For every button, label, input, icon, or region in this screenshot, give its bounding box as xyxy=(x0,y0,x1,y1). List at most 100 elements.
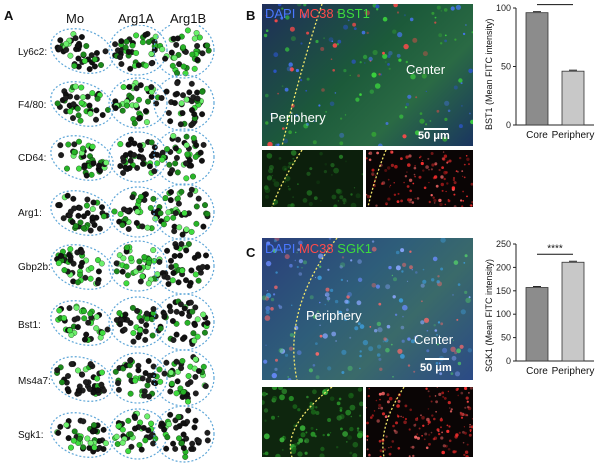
cell-speck xyxy=(312,140,317,145)
cell-speck xyxy=(368,56,373,62)
cell-speck xyxy=(306,77,310,81)
cell-speck xyxy=(456,170,459,173)
cell-point xyxy=(114,441,121,447)
cell-point xyxy=(186,157,193,164)
bst1-y-tick-label: 50 xyxy=(501,62,511,72)
cluster-outline xyxy=(50,300,114,346)
cell-speck xyxy=(263,33,268,38)
cell-speck xyxy=(388,265,392,270)
cell-speck xyxy=(411,445,415,449)
cell-point xyxy=(88,52,95,59)
cell-speck xyxy=(358,401,363,407)
cell-point xyxy=(168,189,174,195)
cell-point xyxy=(119,107,126,114)
cell-speck xyxy=(299,425,306,431)
cell-point xyxy=(144,413,151,420)
cell-speck xyxy=(409,408,412,412)
cell-point xyxy=(180,92,186,99)
cell-speck xyxy=(407,94,412,99)
cluster-outline xyxy=(153,183,215,241)
cell-speck xyxy=(372,49,378,56)
cell-speck xyxy=(304,440,307,443)
cell-speck xyxy=(362,54,368,60)
bst1-x-tick-label-core: Core xyxy=(526,130,548,141)
cell-speck xyxy=(361,30,366,35)
cell-point xyxy=(122,44,129,51)
cell-speck xyxy=(366,31,369,35)
cell-speck xyxy=(426,417,430,422)
cell-point xyxy=(139,223,146,230)
cell-speck xyxy=(440,322,444,326)
bst1-x-tick-label-periphery: Periphery xyxy=(552,130,595,141)
cell-speck xyxy=(374,329,378,333)
cell-speck xyxy=(336,401,341,406)
cell-speck xyxy=(466,443,469,446)
cell-point xyxy=(75,367,81,374)
cell-speck xyxy=(366,435,369,438)
cell-point xyxy=(117,211,124,217)
cell-speck xyxy=(280,16,284,20)
cell-speck xyxy=(278,304,281,307)
cell-speck xyxy=(436,109,440,113)
cell-point xyxy=(124,244,130,251)
umap-row-3 xyxy=(50,183,215,241)
cell-point xyxy=(74,315,81,322)
sgk1-green-texture xyxy=(262,387,363,457)
cell-point xyxy=(203,252,209,259)
cell-speck xyxy=(279,116,281,118)
cell-speck xyxy=(374,174,377,177)
cell-point xyxy=(138,318,145,324)
cell-speck xyxy=(440,175,444,179)
cell-point xyxy=(192,322,198,328)
cell-point xyxy=(170,214,177,221)
cell-point xyxy=(80,418,87,425)
cell-point xyxy=(61,267,68,274)
sgk1-y-tick-label: 250 xyxy=(496,239,511,249)
cell-point xyxy=(123,263,130,270)
cell-speck xyxy=(437,275,440,278)
cell-speck xyxy=(270,297,275,302)
cell-speck xyxy=(327,418,332,422)
cell-speck xyxy=(442,347,448,353)
cell-point xyxy=(183,226,190,233)
cell-speck xyxy=(430,194,433,197)
cell-point xyxy=(90,160,97,167)
cell-point xyxy=(173,390,180,397)
cluster-outline xyxy=(50,412,114,458)
cell-speck xyxy=(464,450,469,454)
bst1-micrograph-texture xyxy=(263,4,473,146)
cell-speck xyxy=(440,42,443,45)
cell-speck xyxy=(455,433,459,437)
cell-speck xyxy=(343,69,347,73)
cell-point xyxy=(88,265,95,272)
cell-point xyxy=(187,191,194,198)
cell-speck xyxy=(367,394,370,398)
cell-point xyxy=(196,34,203,41)
cell-point xyxy=(145,377,152,384)
cell-speck xyxy=(329,101,335,107)
cell-speck xyxy=(352,22,356,27)
cell-speck xyxy=(458,124,463,129)
cell-point xyxy=(81,315,88,322)
cell-speck xyxy=(288,187,291,191)
cell-speck xyxy=(406,171,408,173)
row-label-cd64: CD64: xyxy=(18,153,47,164)
cell-point xyxy=(170,270,177,276)
cell-point xyxy=(194,316,201,323)
cell-point xyxy=(162,195,169,202)
cell-point xyxy=(131,120,138,127)
cell-speck xyxy=(359,324,365,329)
cell-point xyxy=(164,247,171,254)
cell-point xyxy=(83,172,90,179)
bst1-green-texture xyxy=(264,150,363,207)
cell-point xyxy=(76,138,82,145)
bst1-merged-micrograph: DAPI MC38 BST1 Center Periphery 50 μm xyxy=(262,4,473,146)
sgk1-bar-chart: 0 50 100 150 200 250 Core Periphery **** xyxy=(496,239,594,377)
cell-point xyxy=(199,50,206,57)
cell-point xyxy=(142,108,149,115)
cell-speck xyxy=(436,343,439,346)
cell-speck xyxy=(277,415,280,418)
cell-speck xyxy=(390,446,393,448)
cell-speck xyxy=(397,399,401,403)
cell-speck xyxy=(397,192,400,195)
